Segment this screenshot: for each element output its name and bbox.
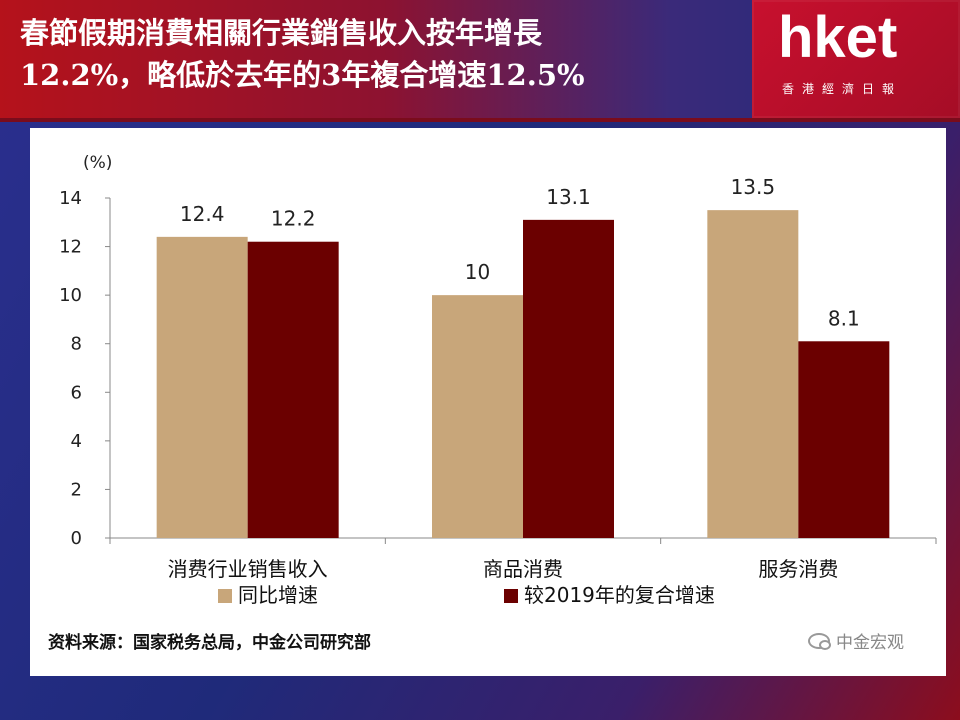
category-label: 消费行业销售收入 xyxy=(168,557,328,581)
hket-logo: hket 香港經濟日報 xyxy=(752,0,960,118)
y-tick-label: 10 xyxy=(59,285,82,306)
data-label: 12.4 xyxy=(180,202,225,226)
y-tick-label: 2 xyxy=(71,479,82,500)
legend-label: 同比增速 xyxy=(238,583,318,607)
y-tick-label: 4 xyxy=(71,431,82,452)
legend-swatch xyxy=(218,589,232,603)
y-tick-label: 6 xyxy=(71,382,82,403)
watermark: 中金宏观 xyxy=(808,628,904,653)
legend-swatch xyxy=(504,589,518,603)
data-label: 13.1 xyxy=(546,185,591,209)
data-label: 12.2 xyxy=(271,207,316,231)
y-tick-label: 14 xyxy=(59,188,82,209)
page-title: 春節假期消費相關行業銷售收入按年增長 12.2%，略低於去年的3年複合增速12.… xyxy=(20,12,740,96)
y-tick-label: 0 xyxy=(71,528,82,549)
category-label: 商品消费 xyxy=(483,557,563,581)
bar xyxy=(156,236,248,538)
logo-main-text: hket xyxy=(778,5,898,70)
category-label: 服务消费 xyxy=(758,557,838,581)
bar xyxy=(523,219,614,538)
header-divider xyxy=(0,118,960,122)
chart-panel: (%) 0 2 4 6 8 10 12 14 12.4 12.2 消费行业销售收入 10 13.1 商品消费… xyxy=(30,128,946,676)
y-tick-label: 8 xyxy=(71,334,82,355)
y-axis-label: (%) xyxy=(83,153,112,173)
legend-label: 较2019年的复合增速 xyxy=(524,583,715,607)
title-line-2: 12.2%，略低於去年的3年複合增速12.5% xyxy=(20,58,585,92)
bar xyxy=(707,210,799,538)
bar-chart: (%) 0 2 4 6 8 10 12 14 12.4 12.2 消费行业销售收入 10 13.1 商品消费… xyxy=(59,153,937,607)
bar xyxy=(798,341,890,538)
wechat-icon xyxy=(808,632,831,650)
logo-sub-text: 香港經濟日報 xyxy=(782,82,903,96)
source-note: 资料来源：国家税务总局，中金公司研究部 xyxy=(48,633,371,653)
title-line-1: 春節假期消費相關行業銷售收入按年增長 xyxy=(20,16,543,50)
data-label: 13.5 xyxy=(731,175,776,199)
data-label: 8.1 xyxy=(828,306,860,330)
watermark-text: 中金宏观 xyxy=(836,633,904,653)
y-tick-label: 12 xyxy=(59,237,82,258)
bar xyxy=(432,295,523,538)
bar xyxy=(247,241,339,538)
data-label: 10 xyxy=(465,260,490,284)
